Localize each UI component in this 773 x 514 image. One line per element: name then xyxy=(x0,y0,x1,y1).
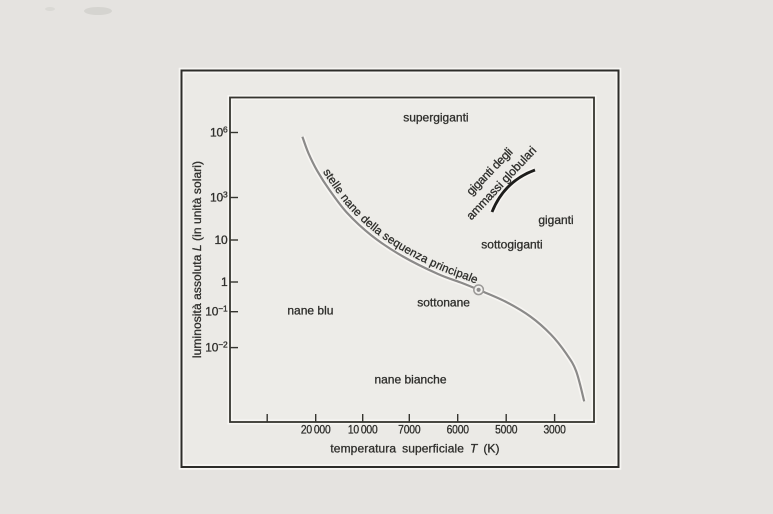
svg-text:supergiganti: supergiganti xyxy=(403,110,468,124)
svg-text:sottonane: sottonane xyxy=(417,296,470,310)
svg-text:temperatura superficiale T: temperatura superficiale T (K) xyxy=(330,442,499,456)
svg-text:7000: 7000 xyxy=(398,424,420,437)
svg-text:10: 10 xyxy=(215,233,228,247)
svg-text:sottogiganti: sottogiganti xyxy=(481,238,542,252)
svg-text:giganti: giganti xyxy=(538,213,573,227)
svg-text:10 000: 10 000 xyxy=(348,424,378,437)
svg-text:1: 1 xyxy=(221,275,228,289)
svg-text:luminosità assoluta L (in unit: luminosità assoluta L (in unità solari) xyxy=(190,161,204,358)
svg-text:20 000: 20 000 xyxy=(301,424,331,437)
svg-text:nane blu: nane blu xyxy=(287,303,333,317)
svg-text:5000: 5000 xyxy=(495,424,517,437)
svg-text:3000: 3000 xyxy=(543,424,565,437)
svg-text:nane bianche: nane bianche xyxy=(374,372,446,386)
svg-text:6000: 6000 xyxy=(447,424,469,437)
